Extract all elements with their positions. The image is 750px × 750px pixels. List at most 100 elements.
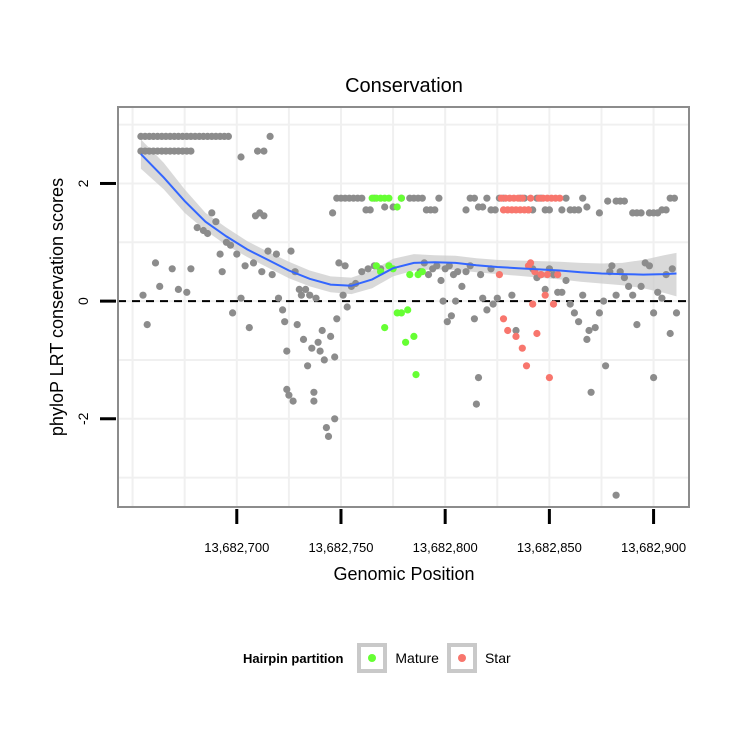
point-other [333,315,341,323]
point-other [645,262,654,270]
point-other [281,318,289,326]
point-other [327,332,335,340]
point-mature [410,332,418,340]
point-other [562,194,570,202]
point-other [474,374,483,382]
point-other [335,259,343,267]
point-star [537,271,545,279]
point-star [529,300,537,308]
point-star [499,315,508,323]
point-other [151,259,160,267]
point-other [316,347,324,355]
point-mature [418,268,426,276]
point-other [358,268,366,276]
chart-title: Conservation [345,75,463,97]
point-other [324,432,333,440]
point-other [472,400,480,408]
point-other [187,265,195,273]
point-star [556,194,564,202]
point-other [226,241,235,249]
point-other [479,203,487,211]
point-other [608,262,616,270]
point-other [612,291,620,299]
grid-lines [118,107,689,507]
x-tick-label: 13,682,750 [308,540,373,555]
point-other [654,288,662,296]
point-other [139,291,147,299]
point-other [585,326,593,335]
point-other [633,321,641,329]
point-other [575,318,583,326]
point-other [579,291,587,299]
point-other [602,362,610,370]
point-other [483,194,491,202]
x-tick-label: 13,682,700 [204,540,269,555]
point-other [570,309,579,317]
point-other [625,282,633,290]
legend-dot-mature [368,654,377,662]
point-other [245,324,253,332]
point-other [672,309,681,317]
point-other [439,297,447,305]
point-other [241,262,249,270]
loess-line [140,153,677,287]
point-other [431,206,439,214]
point-other [331,353,339,361]
point-star [527,259,535,267]
point-star [527,194,535,202]
point-other [462,206,470,214]
point-star [524,206,533,214]
point-other [274,294,283,302]
point-other [322,424,330,432]
x-tick-label: 13,682,800 [413,540,478,555]
point-other [183,288,191,296]
point-other [233,250,241,258]
point-other [662,206,670,214]
point-other [287,247,295,255]
point-mature [406,271,414,279]
point-other [293,321,301,329]
point-other [489,300,497,308]
point-other [650,374,658,382]
point-other [562,276,570,285]
point-other [566,300,574,308]
point-other [283,347,291,355]
point-other [224,132,232,140]
point-other [358,194,366,202]
point-other [545,206,554,214]
point-other [187,147,195,155]
point-other [650,309,658,317]
point-other [299,335,308,343]
point-other [612,491,620,499]
point-other [218,268,226,276]
point-other [670,194,679,202]
point-other [637,209,645,217]
point-star [545,374,554,382]
point-other [493,294,501,302]
point-mature [404,306,412,314]
y-axis-title: phyloP LRT conservation scores [47,178,67,436]
point-other [583,335,591,343]
legend-key-star [446,643,477,673]
point-other [658,294,666,302]
point-other [579,194,587,202]
point-other [583,203,591,211]
point-other [558,206,566,214]
point-other [587,388,595,396]
point-other [279,306,287,314]
point-other [237,294,245,302]
point-other [320,356,328,364]
point-other [289,397,297,405]
point-other [435,194,443,202]
legend-dot-star [457,654,466,662]
point-other [595,209,604,217]
point-star [554,271,562,279]
point-other [237,153,245,161]
point-other [272,250,280,258]
point-other [424,271,433,279]
x-tick-label: 13,682,850 [517,540,582,555]
point-other [491,206,499,214]
point-other [254,147,262,155]
point-other [508,291,516,299]
point-star [512,332,520,340]
